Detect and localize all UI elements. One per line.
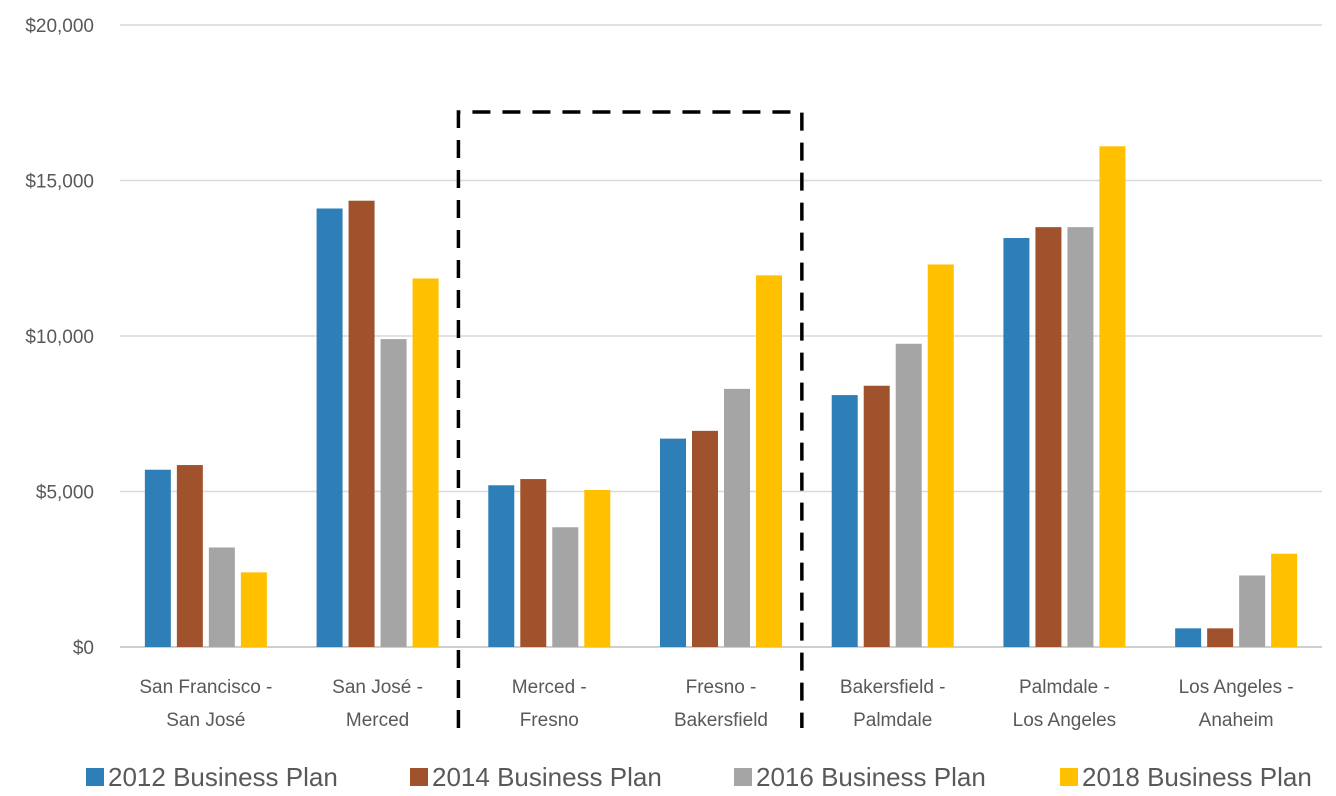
- bar: [316, 208, 343, 648]
- bars: [144, 146, 1298, 648]
- bar: [584, 489, 611, 647]
- highlight-dashed-box: [456, 110, 804, 728]
- bar: [1239, 575, 1266, 647]
- bar: [863, 385, 890, 647]
- x-category-label: Fresno -: [686, 677, 757, 698]
- x-axis-categories: San Francisco - San José San José - Merced M…: [139, 677, 1293, 731]
- bar-chart: $0 $5,000 $10,000 $15,000 $20,000 San Franci…: [25, 16, 1322, 731]
- bar: [724, 388, 750, 647]
- legend-label: 2012 Business Plan: [108, 761, 338, 792]
- bar: [756, 275, 782, 647]
- x-category-label: Palmdale -: [1019, 677, 1110, 698]
- bar: [1035, 227, 1062, 647]
- legend-swatch: [734, 768, 752, 786]
- y-tick-label: $20,000: [25, 16, 94, 37]
- x-category-label: San Francisco -: [139, 677, 272, 698]
- bar: [1067, 227, 1094, 647]
- bar: [176, 465, 203, 647]
- x-category-label: Los Angeles -: [1179, 677, 1294, 698]
- legend-swatch: [1060, 768, 1078, 786]
- x-category-label: Merced: [346, 710, 409, 731]
- bar: [380, 339, 407, 647]
- bar: [1099, 146, 1126, 648]
- x-category-label: Anaheim: [1199, 710, 1274, 731]
- legend-item: 2018 Business Plan: [1060, 758, 1312, 796]
- legend: 2012 Business Plan 2014 Business Plan 2016…: [0, 758, 1336, 796]
- bar: [895, 343, 922, 647]
- y-tick-label: $0: [73, 638, 94, 659]
- y-axis-ticks: $0 $5,000 $10,000 $15,000 $20,000: [25, 16, 94, 659]
- legend-item: 2014 Business Plan: [410, 758, 662, 796]
- y-tick-label: $5,000: [36, 483, 94, 504]
- x-category-label: San José: [166, 710, 245, 731]
- highlight-box: [456, 110, 804, 728]
- gridlines: [120, 24, 1322, 648]
- bar: [692, 430, 718, 647]
- x-category-label: Bakersfield: [674, 710, 768, 731]
- bar: [1207, 628, 1234, 647]
- bar: [208, 547, 235, 647]
- y-tick-label: $10,000: [25, 327, 94, 348]
- bar: [144, 469, 171, 647]
- legend-item: 2016 Business Plan: [734, 758, 986, 796]
- bar: [1271, 553, 1298, 647]
- bar: [240, 572, 267, 647]
- bar: [1003, 238, 1030, 647]
- x-category-label: Los Angeles: [1013, 710, 1117, 731]
- bar: [927, 264, 954, 647]
- legend-label: 2014 Business Plan: [432, 761, 662, 792]
- bar: [552, 527, 579, 647]
- legend-label: 2016 Business Plan: [756, 761, 986, 792]
- y-tick-label: $15,000: [25, 172, 94, 193]
- x-category-label: Bakersfield -: [840, 677, 946, 698]
- legend-swatch: [410, 768, 428, 786]
- bar: [348, 200, 375, 647]
- x-category-label: San José -: [332, 677, 423, 698]
- x-category-label: Palmdale: [853, 710, 932, 731]
- bar: [1175, 628, 1202, 647]
- bar: [660, 438, 686, 647]
- bar: [412, 278, 439, 647]
- legend-label: 2018 Business Plan: [1082, 761, 1312, 792]
- legend-item: 2012 Business Plan: [86, 758, 338, 796]
- bar: [488, 485, 515, 647]
- legend-swatch: [86, 768, 104, 786]
- x-category-label: Merced -: [512, 677, 587, 698]
- x-category-label: Fresno: [520, 710, 579, 731]
- bar: [831, 395, 858, 647]
- bar: [520, 479, 547, 647]
